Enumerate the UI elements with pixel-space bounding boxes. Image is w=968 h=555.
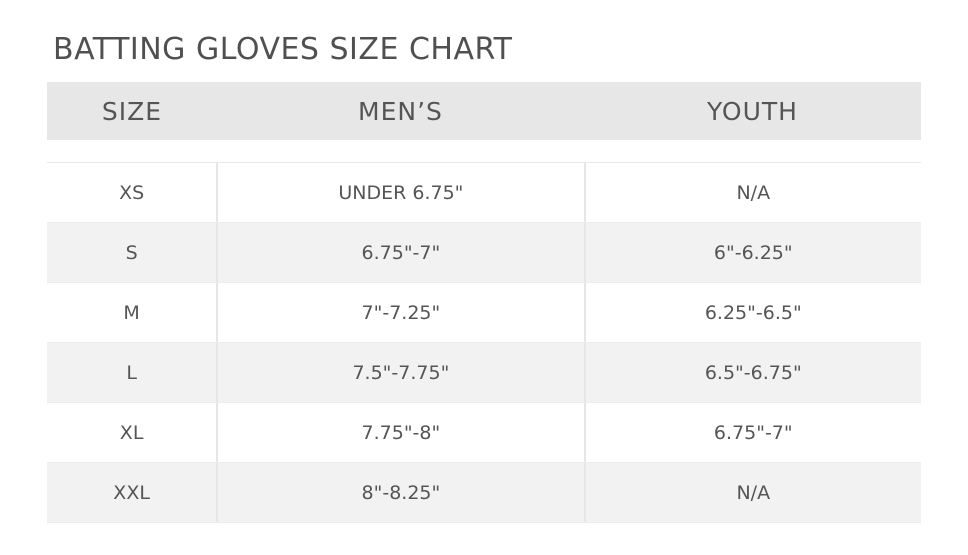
table-row: S 6.75"-7" 6"-6.25" bbox=[47, 223, 921, 283]
youth-cell: 6.25"-6.5" bbox=[704, 301, 802, 324]
mens-cell: 6.75"-7" bbox=[218, 223, 586, 282]
size-cell: XXL bbox=[47, 463, 219, 522]
table-header: SIZE MEN’S YOUTH bbox=[47, 82, 921, 140]
size-cell: M bbox=[47, 283, 219, 342]
youth-cell: 6"-6.25" bbox=[713, 241, 793, 264]
header-youth: YOUTH bbox=[707, 96, 798, 126]
table-row: L 7.5"-7.75" 6.5"-6.75" bbox=[47, 343, 921, 403]
youth-cell: 6.75"-7" bbox=[713, 421, 793, 444]
mens-cell: 7.5"-7.75" bbox=[218, 343, 586, 402]
header-size: SIZE bbox=[101, 96, 163, 126]
mens-cell: 8"-8.25" bbox=[218, 463, 586, 522]
table-row: M 7"-7.25" 6.25"-6.5" bbox=[47, 283, 921, 343]
size-cell: XL bbox=[47, 403, 219, 462]
size-cell: XS bbox=[47, 163, 219, 222]
mens-cell: UNDER 6.75" bbox=[218, 163, 586, 222]
mens-cell: 7.75"-8" bbox=[218, 403, 586, 462]
table-row: XXL 8"-8.25" N/A bbox=[47, 463, 921, 523]
youth-cell: 6.5"-6.75" bbox=[704, 361, 802, 384]
size-cell: L bbox=[47, 343, 219, 402]
mens-cell: 7"-7.25" bbox=[218, 283, 586, 342]
youth-cell: N/A bbox=[736, 481, 771, 504]
header-mens: MEN’S bbox=[358, 96, 443, 126]
table-row: XS UNDER 6.75" N/A bbox=[47, 163, 921, 223]
size-table: XS UNDER 6.75" N/A S 6.75"-7" 6"-6.25" M 7"-7.2… bbox=[47, 162, 921, 523]
size-cell: S bbox=[47, 223, 219, 282]
page-title: BATTING GLOVES SIZE CHART bbox=[53, 32, 513, 67]
youth-cell: N/A bbox=[736, 181, 771, 204]
table-row: XL 7.75"-8" 6.75"-7" bbox=[47, 403, 921, 463]
